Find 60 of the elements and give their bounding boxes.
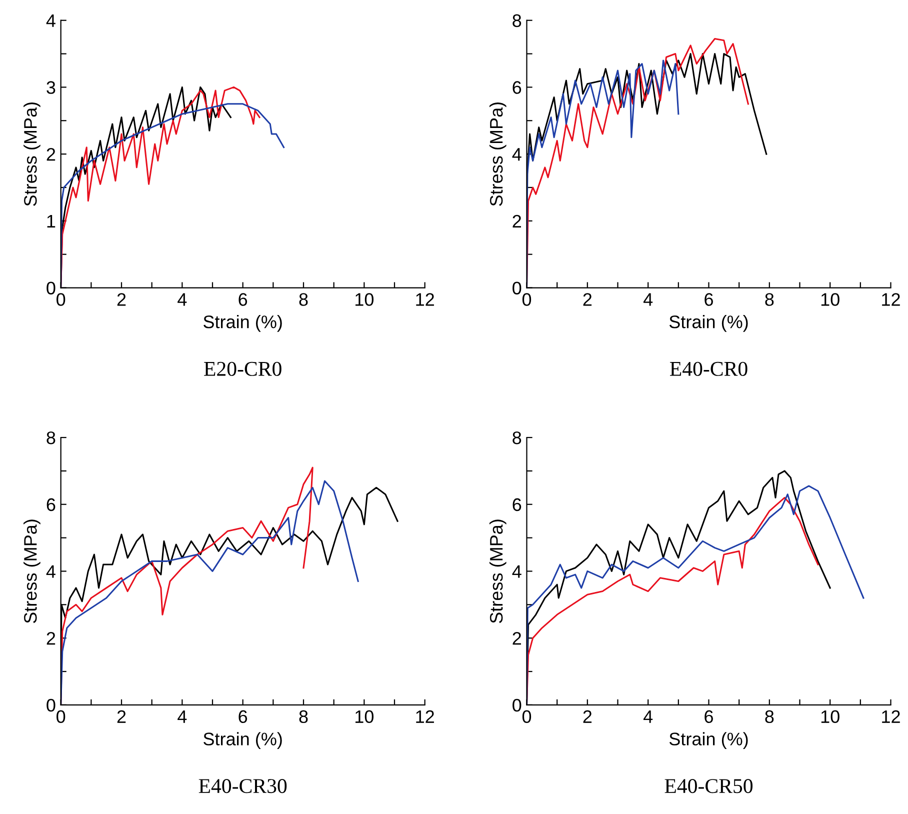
y-tick-label: 2 [46,148,56,161]
y-tick-label: 3 [46,81,56,94]
x-tick-label: 12 [882,293,900,306]
x-tick-label: 8 [765,293,774,306]
y-axis-title: Stress (MPa) [24,520,40,624]
x-tick-label: 8 [765,710,774,724]
y-tick-label: 6 [46,498,56,512]
y-tick-label: 6 [512,498,522,512]
x-tick-label: 4 [178,293,187,306]
x-tick-label: 2 [117,293,126,306]
y-tick-label: 0 [512,698,522,712]
y-tick-label: 8 [512,431,522,444]
y-tick-label: 1 [47,215,56,228]
y-tick-label: 4 [512,565,522,578]
x-tick-label: 2 [117,710,126,723]
x-tick-label: 8 [299,293,308,306]
y-tick-label: 8 [46,431,56,444]
x-tick-label: 4 [643,710,653,723]
x-tick-label: 4 [178,710,187,723]
y-tick-label: 2 [512,632,521,645]
x-axis-title: Strain (%) [204,315,282,332]
x-axis-title: Strain (%) [204,732,282,749]
x-tick-label: 2 [583,293,592,306]
text: E20-CR0 [204,362,282,376]
y-tick-label: 2 [46,632,56,645]
text: E40-CR0 [670,362,748,376]
x-tick-label: 0 [56,293,66,306]
y-tick-label: 4 [512,148,522,161]
y-tick-label: 4 [46,565,56,578]
x-tick-label: 8 [299,710,308,724]
y-tick-label: 0 [46,698,56,712]
text: E40-CR50 [664,779,753,794]
x-tick-label: 10 [821,293,840,306]
y-tick-label: 4 [46,14,56,27]
x-tick-label: 0 [56,710,66,724]
x-tick-label: 12 [882,710,900,723]
x-tick-label: 0 [522,293,532,306]
y-axis-title: Stress (MPa) [489,520,506,624]
x-tick-label: 10 [356,293,374,306]
x-tick-label: 6 [238,710,248,724]
y-tick-label: 0 [46,282,56,294]
x-tick-label: 12 [416,710,434,723]
text: E40-CR30 [198,779,287,794]
x-tick-label: 12 [416,293,434,306]
x-axis-title: Strain (%) [669,732,748,749]
x-tick-label: 4 [643,293,653,306]
y-axis-title: Stress (MPa) [24,102,40,206]
x-tick-label: 2 [583,710,592,723]
y-tick-label: 2 [512,214,521,228]
x-tick-label: 10 [821,710,840,724]
x-tick-label: 10 [356,710,374,724]
x-tick-label: 6 [238,293,248,306]
y-tick-label: 6 [512,81,522,94]
x-tick-label: 0 [522,710,532,724]
x-tick-label: 6 [704,293,713,306]
x-tick-label: 6 [704,710,713,724]
x-axis-title: Strain (%) [669,315,748,332]
y-tick-label: 8 [512,14,522,28]
y-axis-title: Stress (MPa) [489,102,506,206]
y-tick-label: 0 [512,282,522,294]
